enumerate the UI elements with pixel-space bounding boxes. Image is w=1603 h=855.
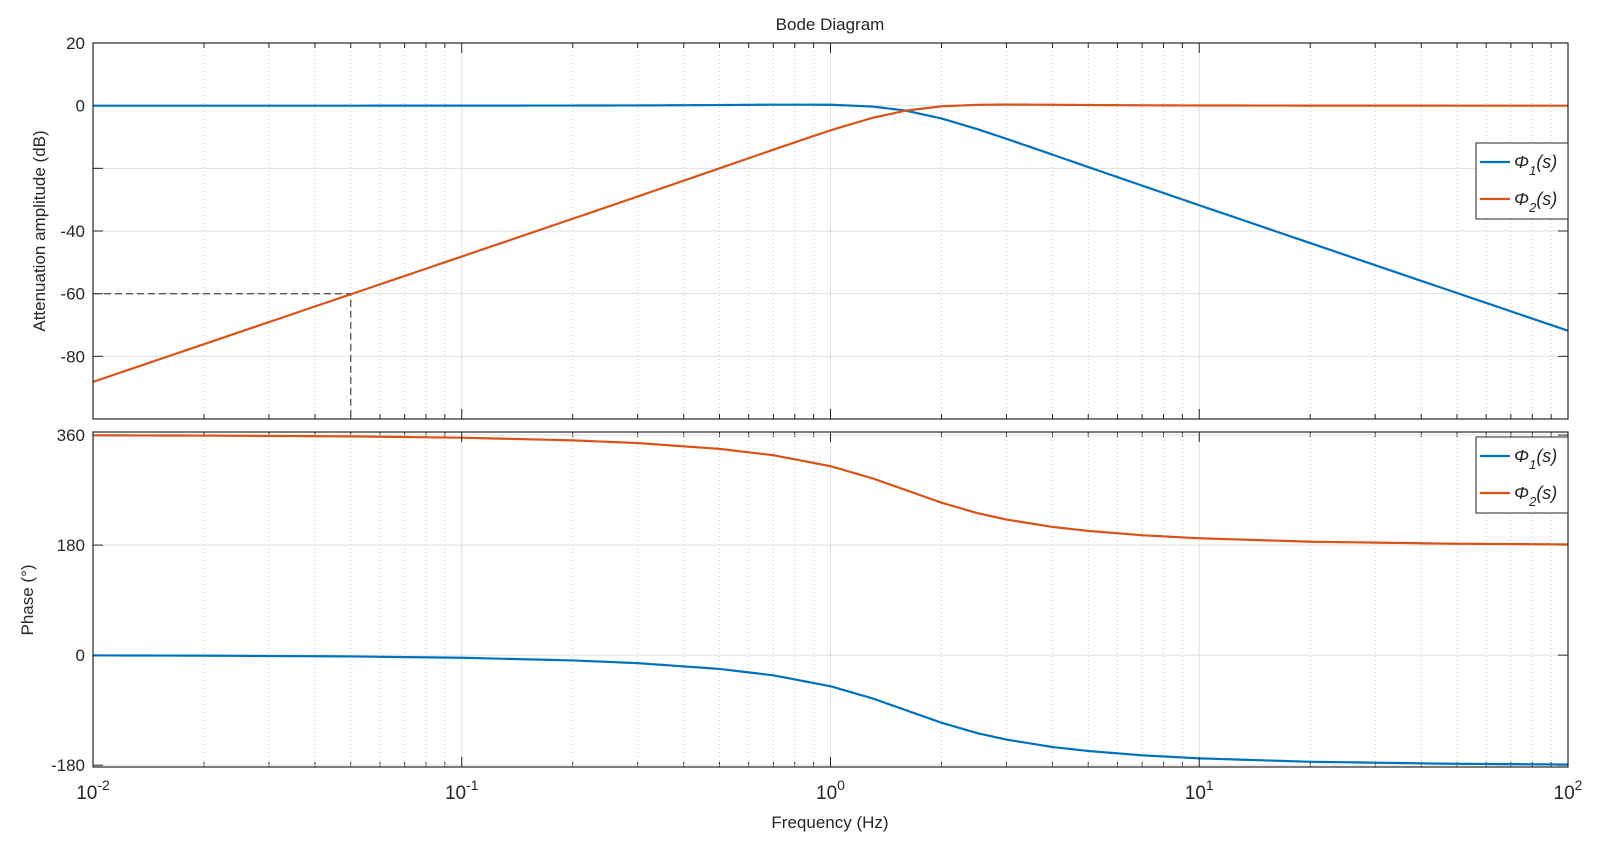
y-tick-label: 0 [76, 646, 85, 665]
x-tick-label: 10-1 [445, 777, 479, 804]
legend-label-phi1: Φ1(s) [1514, 446, 1557, 472]
series-line-phi2 [92, 434, 1569, 546]
y-tick-label: -40 [60, 222, 85, 241]
x-tick-label: 100 [816, 777, 845, 804]
y-tick-label: -60 [60, 285, 85, 304]
legend-box [1475, 436, 1569, 514]
x-tick-label: 101 [1185, 777, 1214, 804]
y-tick-label: -180 [51, 756, 85, 775]
legend: Φ1(s) Φ2(s) [1475, 436, 1569, 514]
phase-plot: 360 180 0 -180 10-2 10-1 100 101 102 Φ1(s) Φ2(s) [51, 426, 1583, 804]
y-tick-label: 360 [57, 426, 85, 445]
series-line-phi1 [92, 654, 1569, 766]
legend-label-phi1: Φ1(s) [1514, 152, 1557, 178]
magnitude-plot: 20 0 -40 -60 -80 Φ1(s) Φ2(s) [60, 34, 1569, 420]
y-tick-label: -80 [60, 347, 85, 366]
legend: Φ1(s) Φ2(s) [1475, 142, 1569, 220]
x-tick-label: 10-2 [76, 777, 110, 804]
legend-label-phi2: Φ2(s) [1514, 189, 1557, 215]
x-axis-label: Frequency (Hz) [771, 813, 888, 832]
x-tick-label: 102 [1554, 777, 1583, 804]
y-tick-label: 20 [66, 34, 85, 53]
y-tick-label: 0 [76, 97, 85, 116]
y-tick-label: 180 [57, 536, 85, 555]
y-axis-label-phase: Phase (°) [18, 564, 37, 635]
chart-title: Bode Diagram [776, 15, 885, 34]
legend-label-phi2: Φ2(s) [1514, 483, 1557, 509]
series-line-phi2 [92, 103, 1568, 383]
y-axis-label-magnitude: Attenuation amplitude (dB) [30, 130, 49, 331]
legend-box [1475, 142, 1569, 220]
